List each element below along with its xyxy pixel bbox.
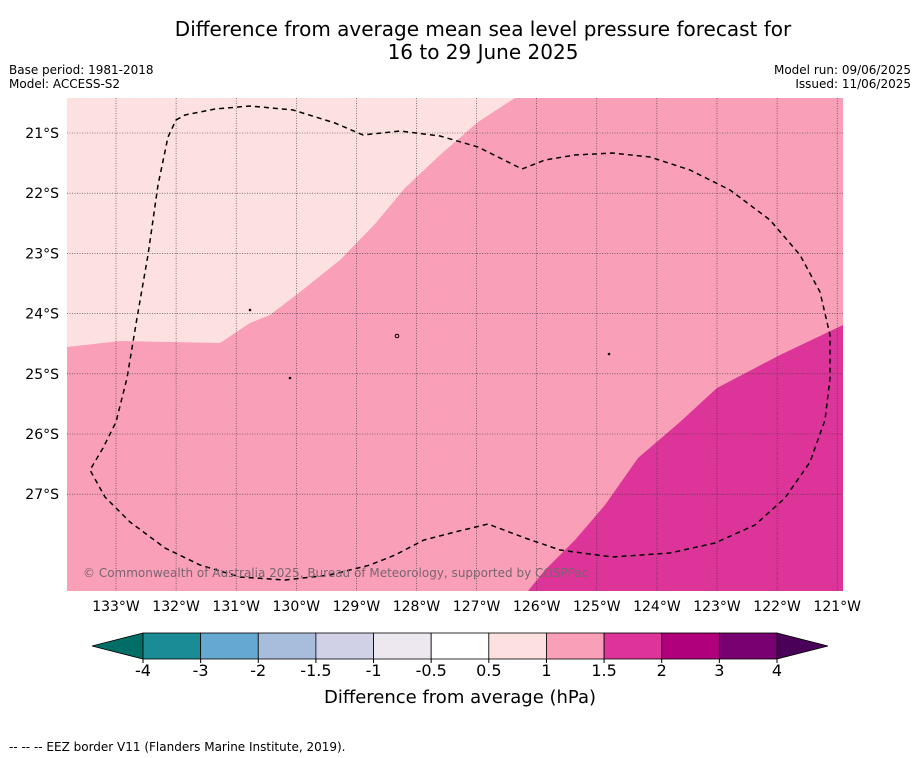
- colorbar-tick-label: 2: [657, 661, 667, 680]
- island-marker: [394, 333, 400, 339]
- lat-tick-label: 25°S: [25, 367, 59, 383]
- lat-tick-label: 24°S: [25, 307, 59, 323]
- lon-tick-label: 121°W: [813, 599, 861, 615]
- colorbar-swatch: [718, 632, 778, 660]
- fill-1.5-to-2: [528, 325, 843, 591]
- lon-tick-label: 132°W: [152, 599, 200, 615]
- lon-tick-label: 127°W: [453, 599, 501, 615]
- colorbar-swatch: [142, 632, 202, 660]
- copyright-text: © Commonwealth of Australia 2025, Bureau…: [83, 566, 588, 580]
- colorbar-tick-label: 1: [541, 661, 551, 680]
- colorbar-swatch: [603, 632, 663, 660]
- lat-tick-label: 21°S: [25, 126, 59, 142]
- colorbar-swatch: [373, 632, 432, 660]
- chart-title: Difference from average mean sea level p…: [0, 18, 919, 64]
- lat-tick-label: 22°S: [25, 186, 59, 202]
- colorbar-tick-label: -4: [135, 661, 151, 680]
- lon-tick-label: 131°W: [212, 599, 260, 615]
- lon-tick-label: 129°W: [333, 599, 381, 615]
- colorbar-tick-label: 0.5: [476, 661, 501, 680]
- title-line-2: 16 to 29 June 2025: [387, 40, 579, 64]
- longitude-labels: 133°W 132°W 131°W 130°W 129°W 128°W 127°W 126°W…: [92, 599, 861, 615]
- latitude-labels: 21°S 22°S 23°S 24°S 25°S 26°S 27°S: [25, 126, 59, 503]
- title-line-1: Difference from average mean sea level p…: [174, 17, 792, 41]
- colorbar-tick-label: -1: [366, 661, 382, 680]
- colorbar-swatch: [661, 632, 720, 660]
- colorbar-tick-label: -3: [193, 661, 209, 680]
- eez-border: [89, 105, 831, 581]
- lon-tick-label: 123°W: [693, 599, 741, 615]
- model-text: Model: ACCESS-S2: [9, 77, 121, 91]
- lon-tick-label: 122°W: [753, 599, 801, 615]
- colorbar-swatch: [488, 632, 547, 660]
- colorbar-swatch: [257, 632, 317, 660]
- footnote: -- -- -- EEZ border V11 (Flanders Marine…: [9, 740, 346, 754]
- island-marker: [248, 308, 252, 312]
- lat-tick-label: 26°S: [25, 427, 59, 443]
- lon-tick-label: 126°W: [513, 599, 561, 615]
- meta-left: Base period: 1981-2018 Model: ACCESS-S2: [9, 63, 154, 91]
- colorbar-under-arrow: [91, 632, 144, 660]
- colorbar-swatch: [315, 632, 374, 660]
- meta-right: Model run: 09/06/2025 Issued: 11/06/2025: [774, 63, 911, 91]
- colorbar-tick-label: 4: [772, 661, 782, 680]
- colorbar-tick-label: -0.5: [416, 661, 447, 680]
- island-marker: [607, 352, 611, 356]
- lon-tick-label: 125°W: [573, 599, 621, 615]
- issued-text: Issued: 11/06/2025: [795, 77, 911, 91]
- lon-tick-label: 128°W: [393, 599, 441, 615]
- colorbar-swatch: [430, 632, 490, 660]
- lat-tick-label: 27°S: [25, 487, 59, 503]
- base-period-text: Base period: 1981-2018: [9, 63, 154, 77]
- model-run-text: Model run: 09/06/2025: [773, 63, 911, 77]
- colorbar-swatch: [546, 632, 605, 660]
- colorbar-tick-label: -1.5: [300, 661, 331, 680]
- islands: [248, 308, 611, 380]
- lon-tick-label: 124°W: [633, 599, 681, 615]
- colorbar-tick-label: 1.5: [591, 661, 616, 680]
- colorbar-tick-label: 3: [714, 661, 724, 680]
- colorbar: -4 -3 -2 -1.5 -1 -0.5 0.5 1 1.5 2 3 4: [91, 632, 829, 680]
- colorbar-swatch: [200, 632, 259, 660]
- island-marker: [288, 376, 292, 380]
- lon-tick-label: 133°W: [92, 599, 140, 615]
- colorbar-over-arrow: [776, 632, 829, 660]
- colorbar-label: Difference from average (hPa): [324, 687, 596, 708]
- lat-tick-label: 23°S: [25, 246, 59, 262]
- colorbar-tick-label: -2: [250, 661, 266, 680]
- map-area: © Commonwealth of Australia 2025, Bureau…: [67, 98, 843, 591]
- lon-tick-label: 130°W: [273, 599, 321, 615]
